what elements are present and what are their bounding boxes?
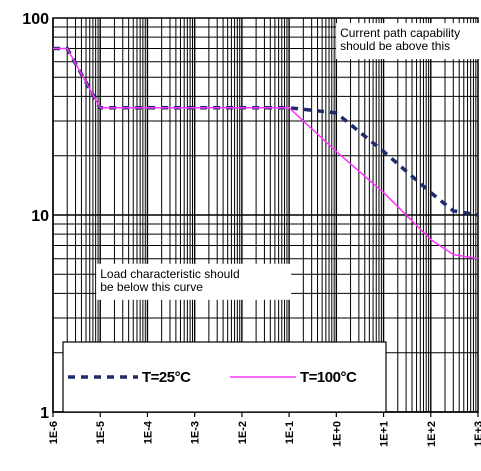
legend: T=25°C T=100°C: [62, 341, 387, 413]
annotation-box: [336, 23, 481, 60]
x-tick-label: 1E-1: [284, 421, 296, 444]
x-tick-label: 1E+0: [331, 421, 343, 447]
x-tick-label: 1E+1: [379, 421, 391, 447]
y-tick-labels: 1 10 100: [22, 11, 49, 422]
y-tick-label: 1: [40, 405, 49, 422]
annotation-box: [96, 263, 292, 300]
annotation-text: Load characteristic should: [100, 267, 239, 281]
x-tick-label: 1E-6: [48, 421, 60, 444]
x-tick-label: 1E-2: [237, 421, 249, 444]
legend-label: T=100°C: [300, 369, 357, 386]
annotation-text: be below this curve: [100, 280, 203, 294]
annotation-text: should be above this: [340, 39, 450, 53]
series-line: [53, 47, 479, 260]
x-tick-label: 1E-5: [95, 421, 107, 444]
x-tick-label: 1E-3: [190, 421, 202, 444]
x-tick-label: 1E+3: [473, 421, 481, 447]
series-group: [53, 46, 479, 260]
annotation-text: Current path capability: [340, 26, 460, 40]
y-tick-label: 100: [22, 11, 49, 28]
y-tick-label: 10: [31, 208, 49, 225]
legend-box: [62, 341, 387, 413]
x-tick-label: 1E-4: [142, 420, 154, 444]
legend-label: T=25°C: [142, 369, 191, 386]
x-tick-labels: 1E-6 1E-5 1E-4 1E-3 1E-2 1E-1 1E+0 1E+1 1E+2 1E+3: [48, 420, 481, 447]
x-tick-label: 1E+2: [426, 421, 438, 447]
series-line: [53, 46, 479, 217]
